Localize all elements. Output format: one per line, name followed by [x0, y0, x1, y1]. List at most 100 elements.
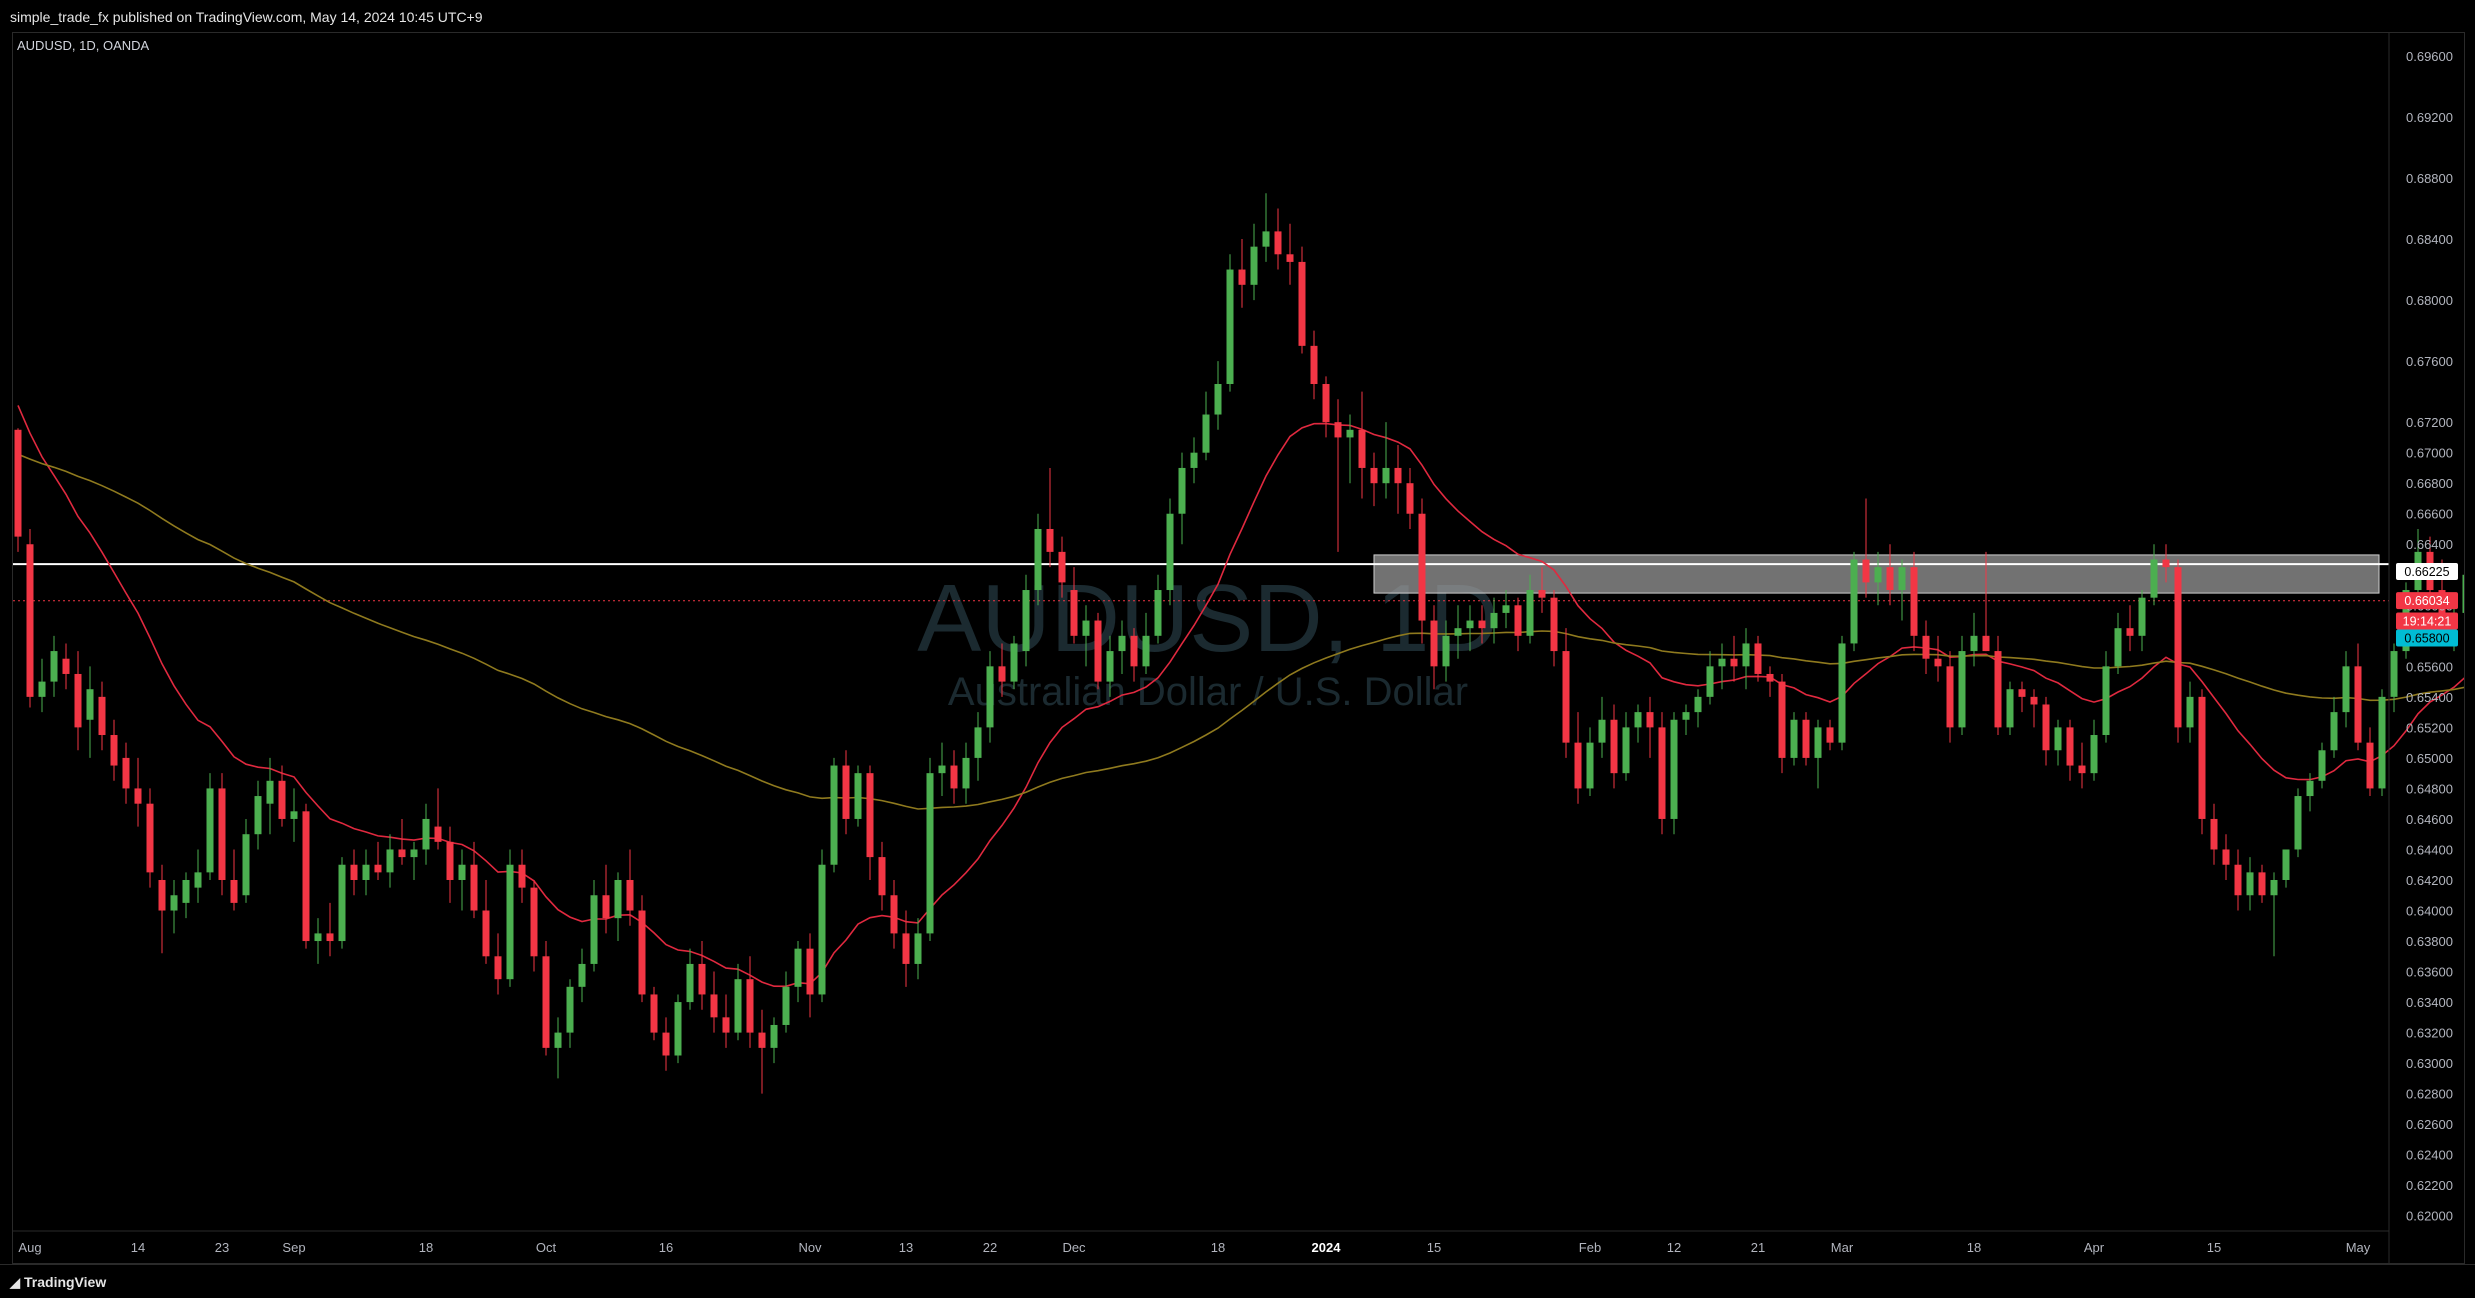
- candle: [374, 841, 382, 880]
- candle: [806, 933, 814, 1018]
- candle-body: [638, 910, 646, 995]
- candle-body: [890, 895, 898, 934]
- candle: [206, 773, 214, 880]
- candle-body: [1310, 345, 1318, 385]
- candle-body: [2162, 559, 2170, 568]
- x-tick-label: May: [2346, 1240, 2371, 1255]
- candle: [1910, 551, 1918, 652]
- candle: [1946, 651, 1954, 743]
- candle-body: [290, 811, 298, 819]
- candle: [1562, 628, 1570, 758]
- candle-body: [626, 879, 634, 911]
- candle-body: [1118, 635, 1126, 652]
- candle-body: [314, 933, 322, 942]
- candle-body: [2258, 872, 2266, 896]
- candle-body: [1394, 467, 1402, 484]
- candle-body: [1766, 673, 1774, 682]
- candle: [1022, 574, 1030, 667]
- candle-body: [1082, 620, 1090, 636]
- candle-body: [1142, 635, 1150, 667]
- candle: [2222, 834, 2230, 880]
- y-tick-label: 0.67600: [2406, 354, 2453, 369]
- candle-body: [1814, 727, 1822, 758]
- watermark-name: Australian Dollar / U.S. Dollar: [948, 670, 1468, 714]
- candle: [170, 879, 178, 934]
- candle-body: [686, 963, 694, 1003]
- price-tag: 0.66225: [2396, 562, 2458, 580]
- candle-body: [374, 864, 382, 873]
- candle: [1802, 712, 1810, 766]
- candle-body: [2306, 780, 2314, 797]
- candle-body: [1442, 635, 1450, 667]
- candle-body: [2294, 796, 2302, 850]
- candle-body: [1802, 719, 1810, 758]
- candle-body: [266, 780, 274, 804]
- candle-body: [1862, 559, 1870, 583]
- candle-body: [2066, 727, 2074, 766]
- candle: [698, 941, 706, 1010]
- candle: [1166, 498, 1174, 606]
- candle: [1250, 223, 1258, 301]
- candle-body: [350, 864, 358, 880]
- candle: [1430, 605, 1438, 690]
- candle-body: [2354, 666, 2362, 743]
- candle-body: [2030, 696, 2038, 705]
- candle-body: [566, 986, 574, 1033]
- x-tick-label: 21: [1751, 1240, 1765, 1255]
- candle: [974, 712, 982, 781]
- candle: [1118, 620, 1126, 674]
- candle: [1094, 612, 1102, 690]
- candle-body: [1790, 719, 1798, 758]
- candle-body: [2270, 879, 2278, 896]
- candle-body: [1478, 620, 1486, 629]
- candle-body: [2222, 849, 2230, 865]
- candle: [2258, 864, 2266, 903]
- candle: [2198, 689, 2206, 835]
- tradingview-logo[interactable]: ◢ TradingView: [10, 1274, 106, 1291]
- candle-body: [1550, 597, 1558, 652]
- candlestick-chart[interactable]: AUDUSD, 1D, OANDA AUDUSD, 1D Australian …: [13, 33, 2464, 1263]
- candle-body: [254, 796, 262, 835]
- candle-body: [62, 658, 70, 674]
- chart-area[interactable]: AUDUSD, 1D, OANDA AUDUSD, 1D Australian …: [12, 32, 2465, 1264]
- candle-body: [1778, 681, 1786, 758]
- candle-body: [1406, 483, 1414, 514]
- x-tick-label: 18: [419, 1240, 433, 1255]
- candle: [2390, 643, 2398, 713]
- x-tick-label: 23: [215, 1240, 229, 1255]
- candle: [2066, 719, 2074, 781]
- candle-body: [650, 994, 658, 1033]
- candle: [2150, 544, 2158, 606]
- candle: [1694, 689, 1702, 728]
- candle-body: [134, 788, 142, 804]
- candle-body: [1130, 635, 1138, 667]
- candle: [1658, 712, 1666, 835]
- candle-body: [1526, 590, 1534, 636]
- candle: [2354, 643, 2362, 751]
- candle: [1886, 544, 1894, 606]
- candle: [98, 681, 106, 751]
- candle-body: [1754, 643, 1762, 674]
- candle: [782, 971, 790, 1033]
- y-tick-label: 0.64200: [2406, 873, 2453, 888]
- y-tick-label: 0.66800: [2406, 476, 2453, 491]
- candle: [1502, 590, 1510, 629]
- candle: [1394, 445, 1402, 514]
- price-tag: 19:14:21: [2396, 612, 2458, 630]
- y-tick-label: 0.62000: [2406, 1209, 2453, 1224]
- candle: [998, 643, 1006, 697]
- candle-body: [1886, 567, 1894, 591]
- x-tick-label: 18: [1211, 1240, 1225, 1255]
- candle-body: [962, 757, 970, 789]
- candle: [350, 849, 358, 896]
- y-tick-label: 0.68800: [2406, 171, 2453, 186]
- candle-body: [1958, 651, 1966, 728]
- candle-body: [1610, 719, 1618, 774]
- candle-body: [1094, 620, 1102, 682]
- candle: [1310, 330, 1318, 400]
- y-tick-label: 0.68400: [2406, 232, 2453, 247]
- candle-body: [2438, 590, 2446, 629]
- candle-body: [1382, 467, 1390, 484]
- candle-body: [2198, 696, 2206, 819]
- candle: [938, 742, 946, 797]
